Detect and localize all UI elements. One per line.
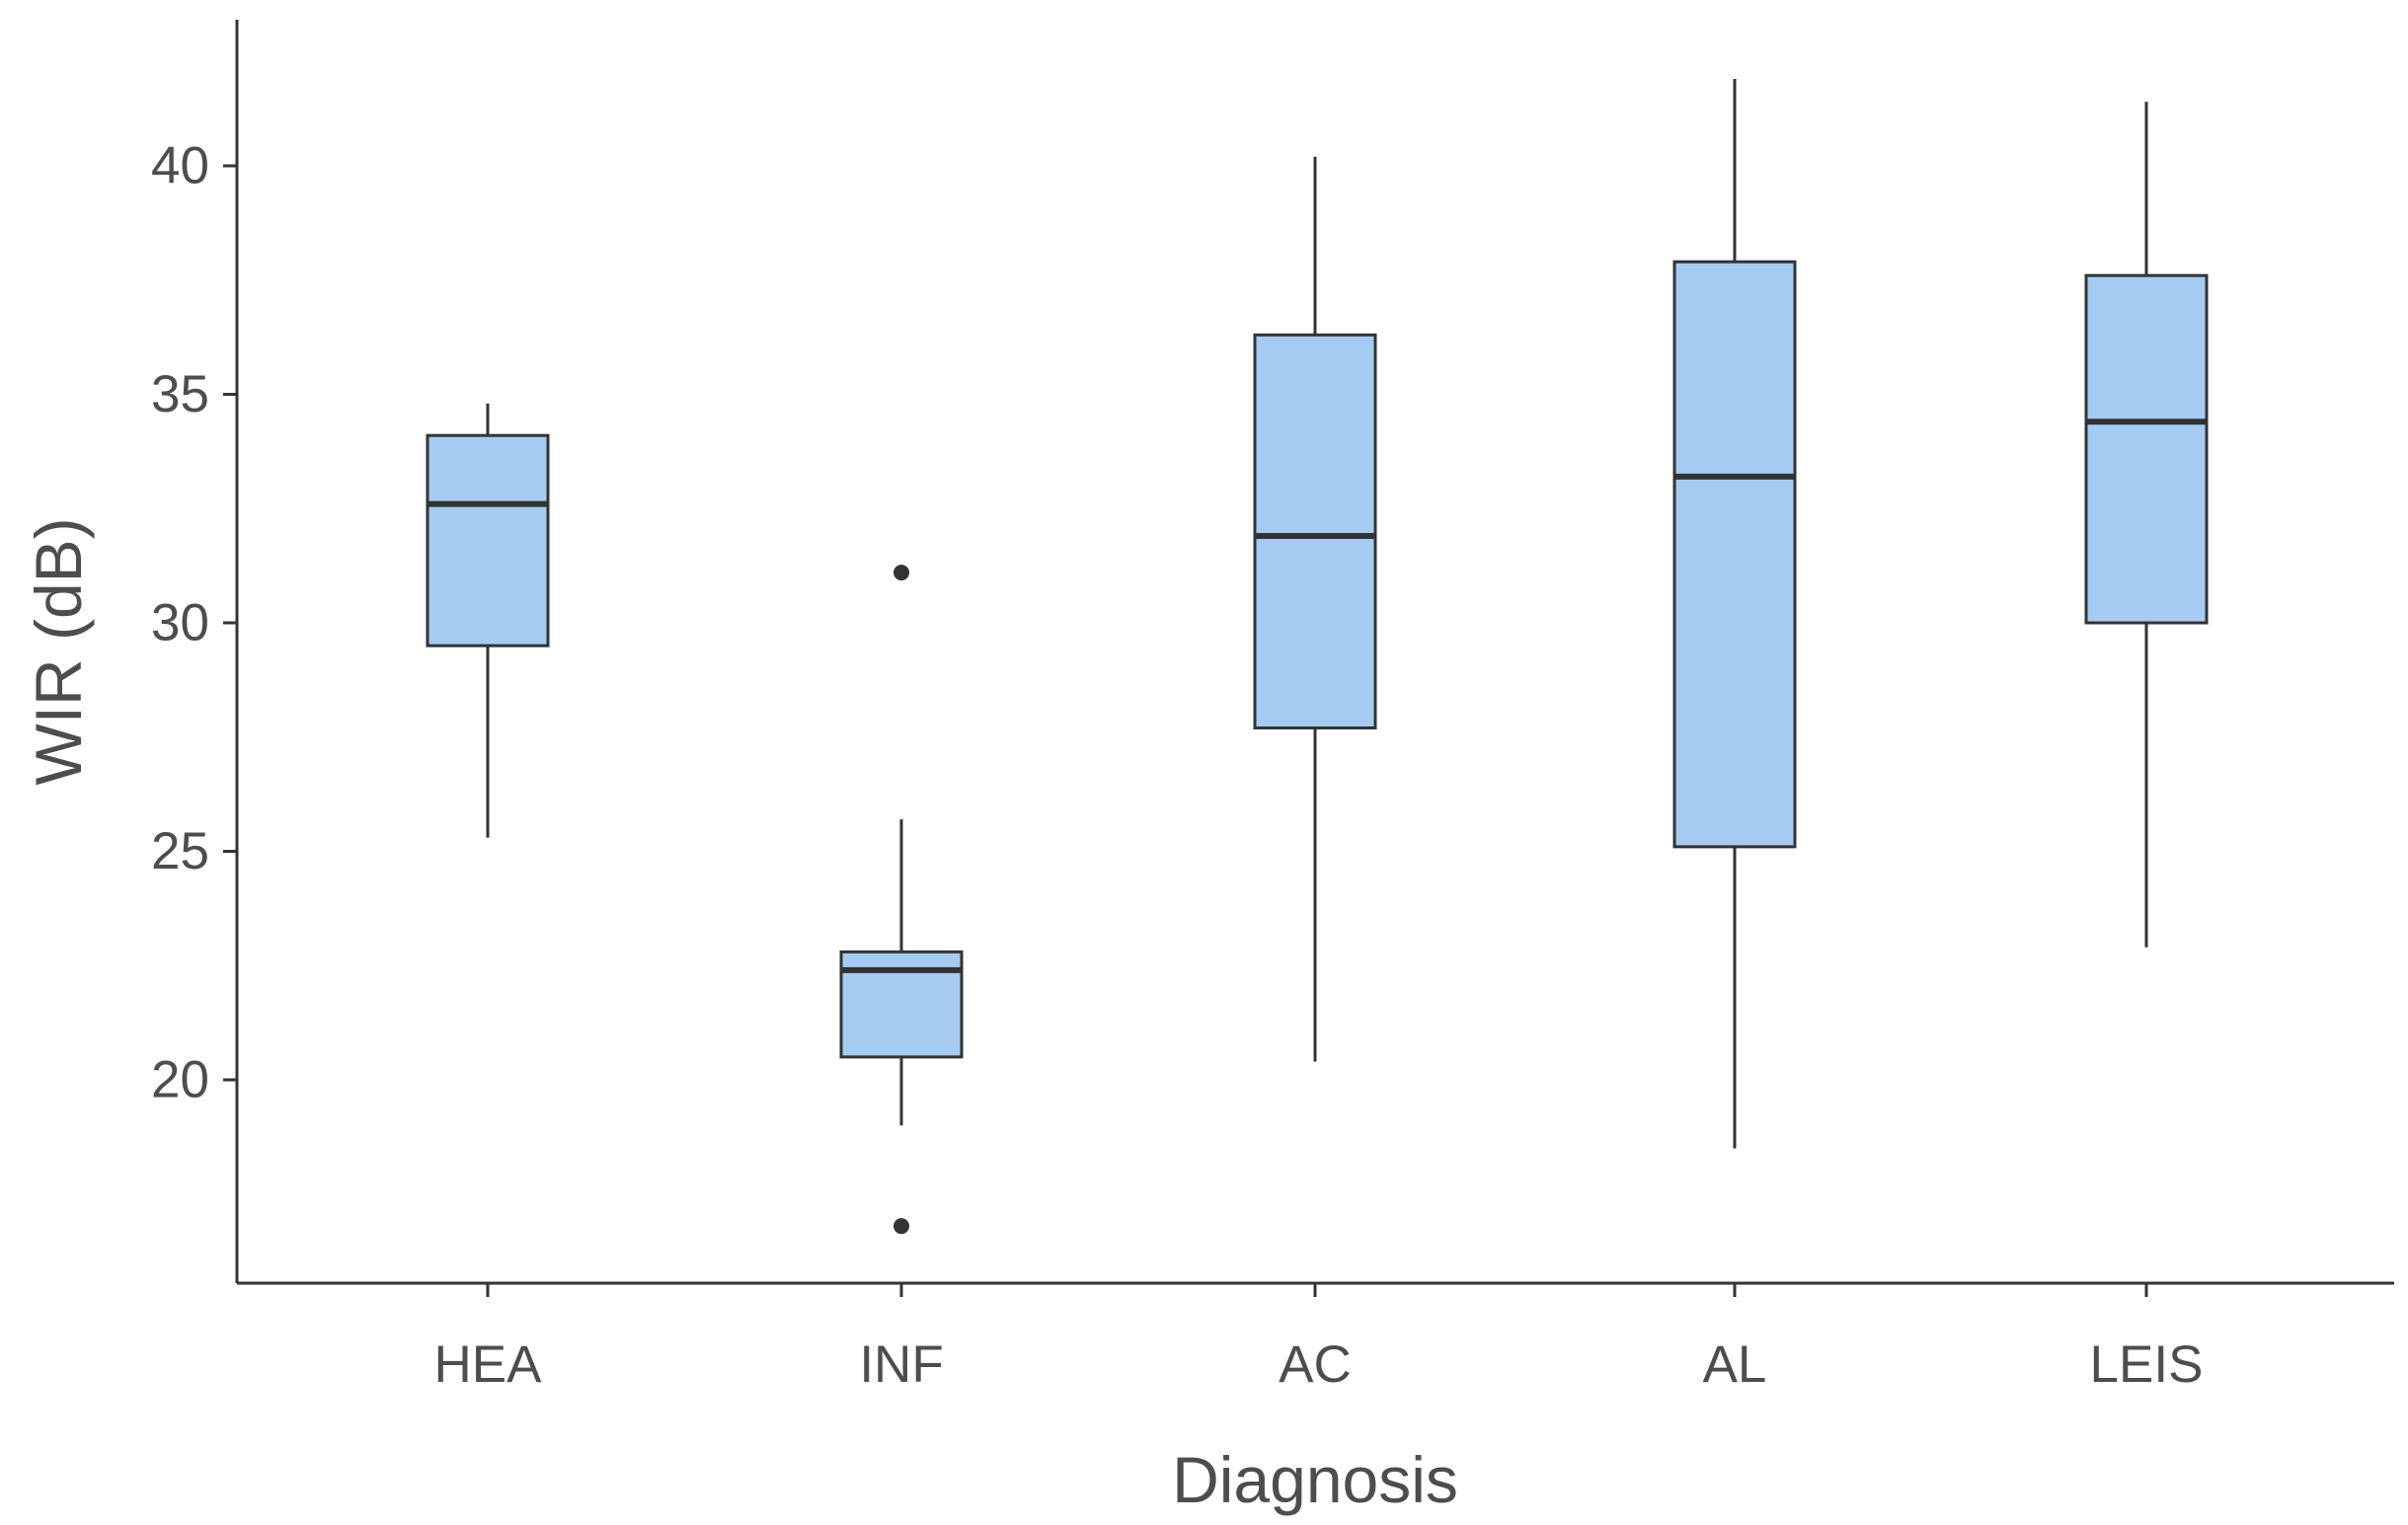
x-tick-label: INF: [859, 1335, 943, 1394]
box-group: [1672, 79, 1797, 1149]
y-axis-title: WIR (dB): [22, 517, 95, 785]
box-group: [839, 565, 964, 1235]
iqr-box: [426, 433, 550, 648]
marks-layer: [426, 79, 2209, 1235]
x-tick-label: HEA: [434, 1335, 543, 1394]
x-axis-title: Diagnosis: [1172, 1443, 1458, 1516]
x-tick-label: AL: [1703, 1335, 1767, 1394]
outlier-point: [893, 565, 909, 581]
iqr-box: [1253, 333, 1377, 729]
y-tick-label: 40: [151, 137, 209, 195]
iqr-box: [1672, 260, 1797, 849]
y-tick-label: 30: [151, 594, 209, 652]
x-tick-label: AC: [1279, 1335, 1352, 1394]
outlier-point: [893, 1218, 909, 1235]
box-group: [1253, 156, 1377, 1062]
y-tick-label: 25: [151, 822, 209, 880]
iqr-box: [2084, 273, 2209, 625]
y-tick-label: 20: [151, 1051, 209, 1109]
ticks-layer: 20 25 30 35 40 HEA INF AC AL LEIS: [151, 137, 2203, 1395]
box-group: [2084, 102, 2209, 948]
box-group: [426, 403, 550, 838]
x-tick-label: LEIS: [2090, 1335, 2204, 1394]
y-tick-label: 35: [151, 365, 209, 423]
